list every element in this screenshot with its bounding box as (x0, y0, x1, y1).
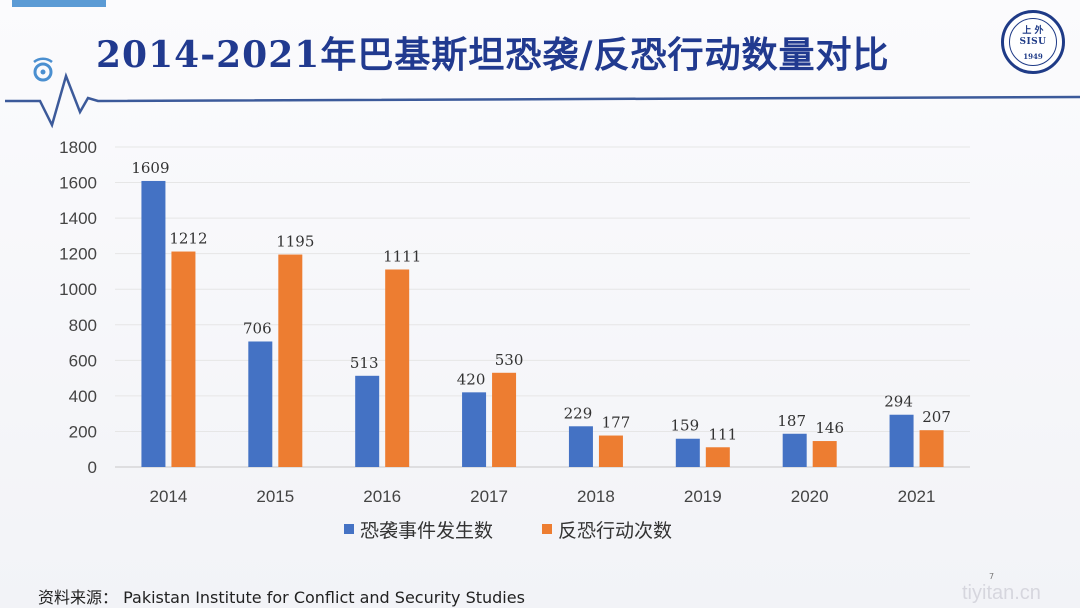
page-number: 7 (989, 572, 995, 581)
legend-label: 反恐行动次数 (558, 520, 672, 542)
bar-attacks (141, 180, 166, 467)
y-tick-label: 400 (69, 387, 97, 406)
university-logo: 上 外 SISU 1949 (1001, 10, 1065, 74)
x-tick-label: 2020 (791, 487, 829, 506)
y-tick-label: 1400 (59, 209, 97, 228)
bar-attacks (675, 438, 700, 467)
bar-attacks (889, 414, 914, 467)
legend-swatch (542, 524, 552, 534)
legend-swatch (344, 524, 354, 534)
bar-attacks (462, 392, 487, 467)
legend-label: 恐袭事件发生数 (360, 520, 493, 542)
y-tick-label: 1600 (59, 174, 97, 193)
data-label: 513 (350, 354, 379, 372)
x-tick-label: 2019 (684, 487, 722, 506)
data-label: 159 (670, 417, 699, 435)
data-label: 207 (922, 408, 951, 426)
y-tick-label: 800 (69, 316, 97, 335)
data-label: 1212 (169, 230, 207, 248)
x-tick-label: 2021 (898, 487, 936, 506)
data-label: 177 (602, 414, 631, 432)
x-tick-label: 2016 (363, 487, 401, 506)
x-tick-label: 2015 (256, 487, 294, 506)
bar-operations (278, 254, 303, 467)
data-label: 420 (457, 370, 486, 388)
bar-operations (385, 269, 410, 467)
logo-text-line2: SISU (1019, 37, 1047, 47)
top-accent-tab (12, 0, 106, 7)
data-label: 1111 (383, 247, 421, 265)
source-label: 资料来源： (38, 588, 119, 607)
data-label: 530 (495, 351, 524, 369)
x-tick-label: 2018 (577, 487, 615, 506)
bar-operations (492, 372, 517, 467)
signal-icon (33, 62, 53, 82)
y-tick-label: 200 (69, 422, 97, 441)
data-label: 146 (815, 419, 844, 437)
bar-operations (598, 435, 623, 467)
page-title: 2014-2021年巴基斯坦恐袭/反恐行动数量对比 (96, 34, 890, 76)
data-label: 229 (564, 404, 593, 422)
bar-attacks (568, 426, 593, 467)
x-tick-label: 2014 (150, 487, 188, 506)
source-text: Pakistan Institute for Conflict and Secu… (123, 588, 525, 607)
heartbeat-decoration (5, 57, 1080, 129)
bar-operations (171, 251, 196, 467)
logo-year: 1949 (1023, 52, 1043, 61)
bar-attacks (782, 433, 807, 467)
y-tick-label: 1200 (59, 245, 97, 264)
data-label: 294 (884, 393, 913, 411)
heartbeat-line (5, 72, 1080, 129)
bar-operations (919, 430, 944, 467)
x-tick-label: 2017 (470, 487, 508, 506)
source-note: 资料来源： Pakistan Institute for Conflict an… (38, 584, 525, 608)
data-label: 187 (777, 412, 806, 430)
data-label: 111 (708, 425, 737, 443)
y-tick-label: 1800 (59, 138, 97, 157)
data-label: 1195 (276, 233, 314, 251)
bar-operations (705, 447, 730, 467)
bar-chart: 0 200 400 600 800 1000 1200 1400 1600 1800 1609 121… (59, 138, 970, 542)
logo-text-line1: 上 外 (1022, 26, 1044, 36)
y-tick-label: 1000 (59, 280, 97, 299)
y-tick-label: 0 (88, 458, 97, 477)
data-label: 1609 (131, 159, 169, 177)
bar-operations (812, 441, 837, 467)
y-tick-label: 600 (69, 351, 97, 370)
data-label: 706 (243, 319, 272, 337)
bar-attacks (248, 341, 273, 467)
bar-attacks (355, 375, 380, 467)
watermark: tiyitan.cn (962, 582, 1041, 604)
